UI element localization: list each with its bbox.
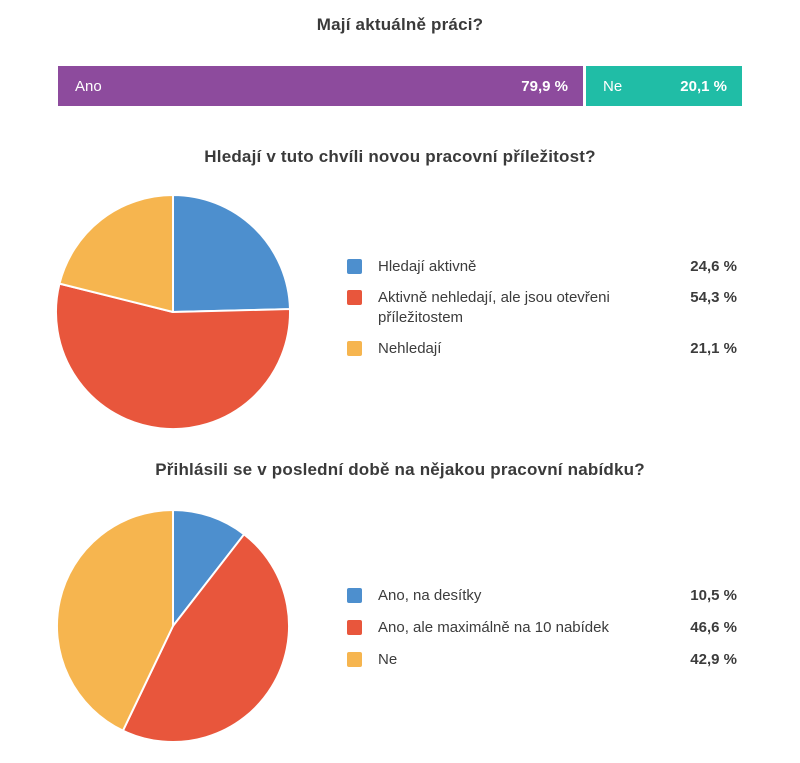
legend-swatch	[347, 652, 362, 667]
bar-segment-label: Ne	[602, 77, 623, 95]
chart-title-applications: Přihlásili se v poslední době na nějakou…	[155, 460, 645, 479]
pie-slice	[58, 193, 174, 313]
pie-chart-applications	[56, 508, 290, 743]
chart-title-employment: Mají aktuálně práci?	[316, 15, 484, 34]
legend-swatch	[347, 259, 362, 274]
legend-swatch	[347, 620, 362, 635]
legend-row: Hledají aktivně 24,6 %	[347, 257, 737, 277]
legend-row: Aktivně nehledají, ale jsou otevřeni pří…	[347, 288, 737, 328]
legend-value: 24,6 %	[690, 258, 737, 275]
legend-label: Ano, ale maximálně na 10 nabídek	[378, 619, 609, 636]
chart-title-job-search: Hledají v tuto chvíli novou pracovní pří…	[204, 147, 596, 166]
pie-slice	[56, 508, 174, 732]
bar-segment-ano: Ano 79,9 %	[58, 66, 583, 106]
legend-label: Nehledají	[378, 340, 442, 357]
legend-swatch	[347, 290, 362, 305]
pie-slice	[172, 508, 246, 627]
legend-value: 42,9 %	[690, 651, 737, 668]
pie-slice	[121, 533, 290, 743]
legend-label: Ne	[378, 651, 398, 668]
legend-row: Ano, na desítky 10,5 %	[347, 586, 737, 606]
legend-row: Nehledají 21,1 %	[347, 339, 737, 359]
bar-segment-value: 79,9 %	[521, 77, 568, 95]
legend-label: Hledají aktivně	[378, 258, 477, 275]
legend-row: Ano, ale maximálně na 10 nabídek 46,6 %	[347, 618, 737, 638]
legend-job-search: Hledají aktivně 24,6 % Aktivně nehledají, …	[347, 257, 737, 359]
legend-applications: Ano, na desítky 10,5 % Ano, ale maximálně …	[347, 586, 737, 670]
legend-label: Ano, na desítky	[378, 587, 482, 604]
pie-slice	[172, 193, 291, 313]
legend-value: 46,6 %	[690, 619, 737, 636]
legend-value: 21,1 %	[690, 340, 737, 357]
legend-swatch	[347, 341, 362, 356]
bar-segment-ne: Ne 20,1 %	[585, 66, 742, 106]
pie-slice	[55, 282, 291, 431]
legend-label: Aktivně nehledají, ale jsou otevřeni pří…	[378, 289, 610, 326]
legend-value: 10,5 %	[690, 587, 737, 604]
legend-row: Ne 42,9 %	[347, 650, 737, 670]
stacked-bar: Ano 79,9 % Ne 20,1 %	[58, 66, 742, 106]
bar-segment-label: Ano	[75, 77, 102, 95]
legend-swatch	[347, 588, 362, 603]
legend-value: 54,3 %	[690, 289, 737, 306]
pie-chart-job-search	[55, 193, 291, 431]
bar-segment-value: 20,1 %	[680, 77, 727, 95]
